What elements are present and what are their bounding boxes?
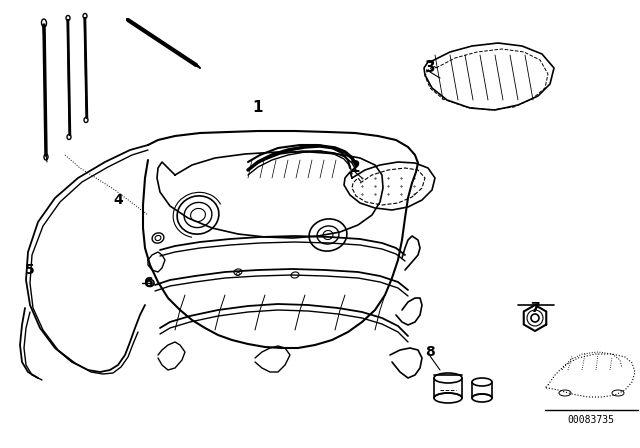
Text: 1: 1 [253,100,263,116]
Text: 8: 8 [425,345,435,359]
Text: 4: 4 [113,193,123,207]
Text: 00083735: 00083735 [568,415,614,425]
Text: 3: 3 [425,60,435,76]
Text: 5: 5 [25,263,35,277]
Text: 7: 7 [530,301,540,315]
Text: 6: 6 [143,276,153,290]
Text: 2: 2 [349,160,360,176]
